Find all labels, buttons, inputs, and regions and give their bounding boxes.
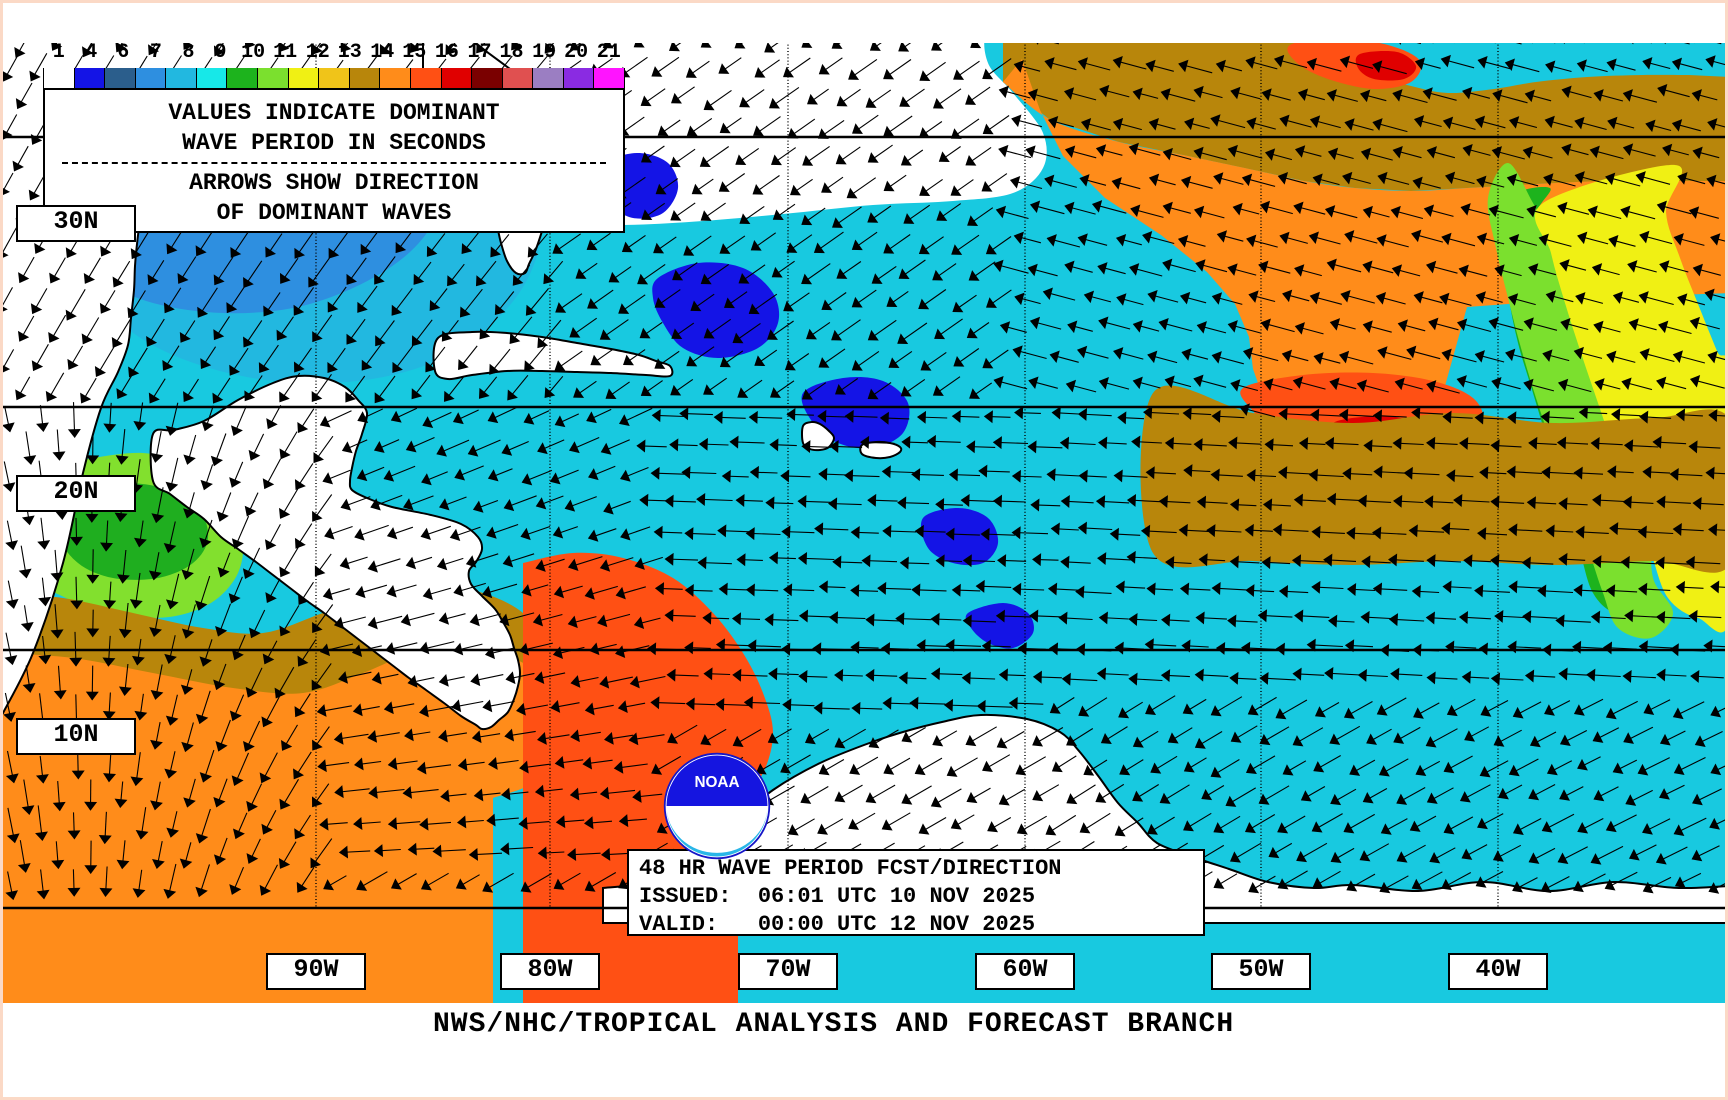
svg-text:NOAA: NOAA	[694, 774, 739, 791]
